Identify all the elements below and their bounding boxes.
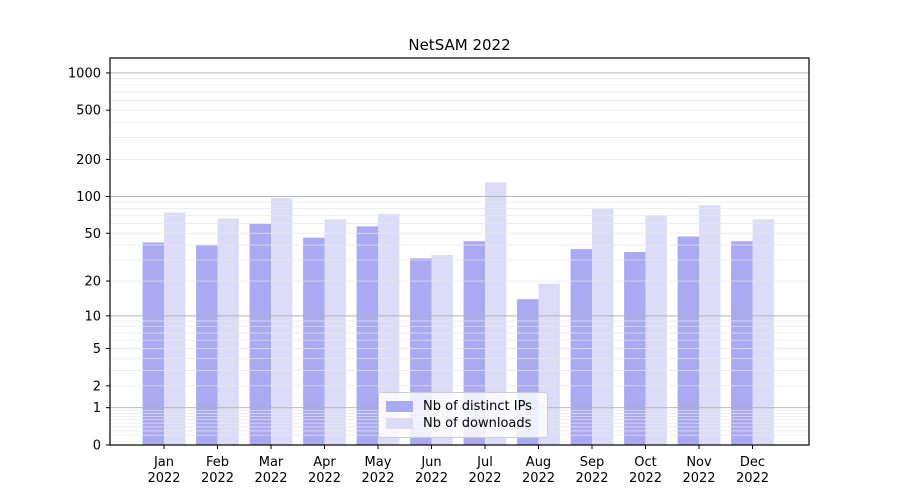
y-tick-label: 1000 <box>68 66 101 81</box>
y-tick-label: 1 <box>93 401 101 416</box>
x-tick-label-month: Sep <box>580 455 605 470</box>
bar-distinct-ips-feb <box>196 245 218 445</box>
x-tick-label-year: 2022 <box>361 471 394 486</box>
bar-distinct-ips-nov <box>677 236 699 445</box>
axes-frame <box>109 57 810 446</box>
y-tick-label: 20 <box>84 275 101 290</box>
x-tick-label-year: 2022 <box>254 471 287 486</box>
bar-downloads-may <box>378 213 400 445</box>
bar-downloads-dec <box>752 219 774 445</box>
x-tick-label-month: Nov <box>686 455 712 470</box>
legend-item-distinct-ips: Nb of distinct IPs <box>386 399 540 414</box>
bar-distinct-ips-sep <box>570 249 592 445</box>
y-tick-label: 10 <box>84 309 101 324</box>
legend-swatch-distinct-ips <box>386 400 413 412</box>
x-tick-label-year: 2022 <box>415 471 448 486</box>
y-tick-label: 200 <box>76 153 101 168</box>
y-tick-label: 500 <box>76 104 101 119</box>
x-tick-label-month: Jul <box>476 455 493 470</box>
bar-distinct-ips-jan <box>142 242 164 445</box>
y-tick-label: 50 <box>84 227 101 242</box>
x-tick-label-year: 2022 <box>201 471 234 486</box>
x-tick-label-year: 2022 <box>629 471 662 486</box>
x-tick-label-month: Jun <box>420 455 441 470</box>
bar-distinct-ips-mar <box>249 223 271 445</box>
x-tick-label-month: Dec <box>740 455 765 470</box>
bar-downloads-apr <box>324 219 346 445</box>
x-tick-label-year: 2022 <box>308 471 341 486</box>
bar-downloads-jan <box>164 212 186 445</box>
x-tick-label-month: Mar <box>259 455 284 470</box>
y-tick-label: 0 <box>93 439 101 454</box>
legend-item-downloads: Nb of downloads <box>386 416 540 431</box>
bar-downloads-jul <box>485 182 507 446</box>
bar-downloads-nov <box>699 205 721 445</box>
x-tick-label-year: 2022 <box>147 471 180 486</box>
x-tick-label-month: Aug <box>526 455 551 470</box>
x-tick-label-month: Apr <box>313 455 336 470</box>
x-tick-label-year: 2022 <box>736 471 769 486</box>
x-tick-label-year: 2022 <box>468 471 501 486</box>
legend-label-distinct-ips: Nb of distinct IPs <box>423 398 532 414</box>
y-tick-label: 5 <box>93 342 101 357</box>
x-tick-label-year: 2022 <box>575 471 608 486</box>
bar-distinct-ips-dec <box>731 241 753 445</box>
x-tick-label-month: Feb <box>206 455 229 470</box>
legend: Nb of distinct IPs Nb of downloads <box>378 392 548 438</box>
x-tick-label-month: Oct <box>634 455 656 470</box>
bar-distinct-ips-may <box>356 226 378 445</box>
legend-label-downloads: Nb of downloads <box>423 416 532 432</box>
y-tick-label: 2 <box>93 379 101 394</box>
legend-swatch-downloads <box>386 418 413 430</box>
x-tick-label-month: Jan <box>153 455 174 470</box>
bar-downloads-feb <box>217 218 239 445</box>
bar-downloads-oct <box>645 215 667 445</box>
x-tick-label-month: May <box>365 455 392 470</box>
bar-distinct-ips-apr <box>303 237 325 445</box>
y-tick-label: 100 <box>76 190 101 205</box>
x-tick-label-year: 2022 <box>522 471 555 486</box>
x-tick-label-year: 2022 <box>682 471 715 486</box>
chart-title: NetSAM 2022 <box>408 36 511 54</box>
